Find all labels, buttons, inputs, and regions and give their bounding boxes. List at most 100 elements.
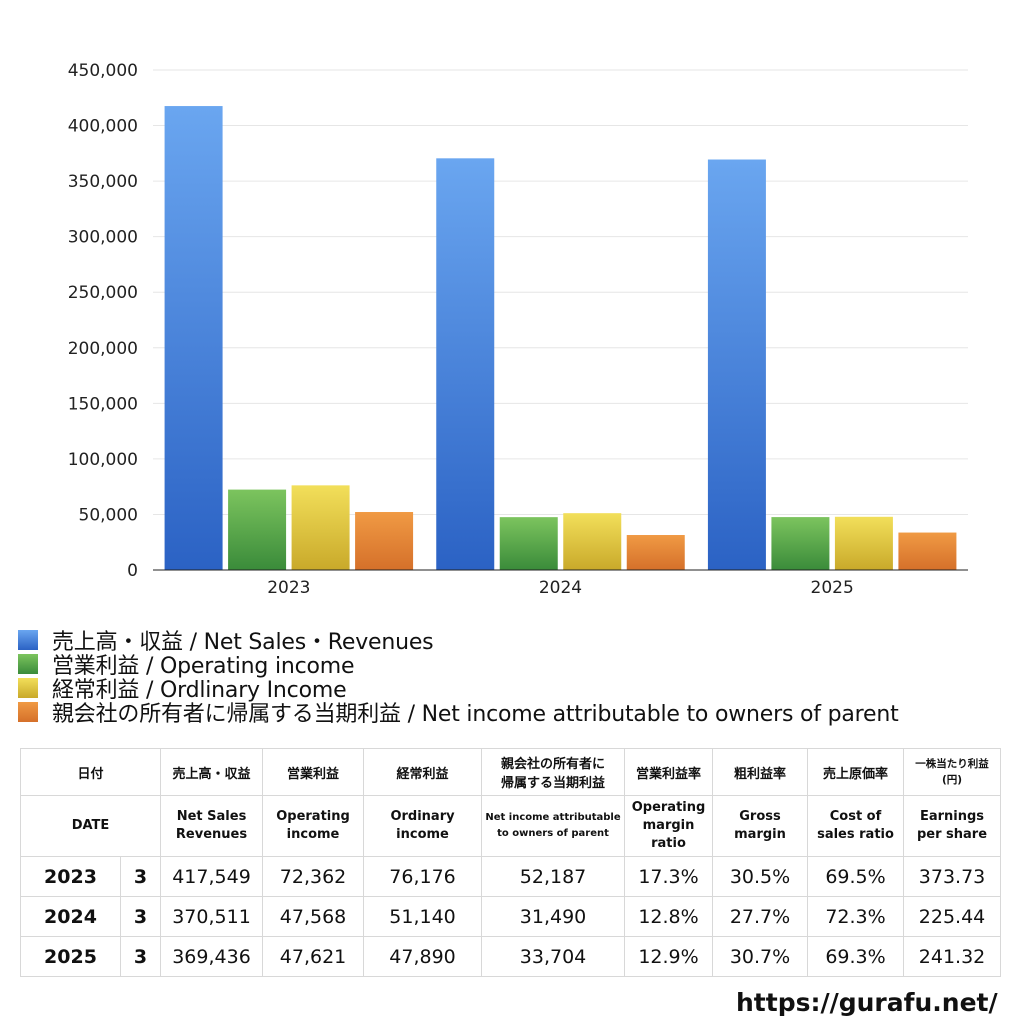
financial-data-table: 日付 売上高・収益 営業利益 経常利益 親会社の所有者に 帰属する当期利益 営業… bbox=[19, 748, 1002, 977]
header-eps-jp-line1: 一株当たり利益 bbox=[915, 758, 989, 770]
cell-cost: 69.5% bbox=[807, 856, 905, 897]
x-tick-label: 2023 bbox=[267, 578, 310, 598]
cell-op: 47,621 bbox=[262, 936, 365, 977]
header-gross-en-line1: Gross bbox=[739, 809, 781, 824]
header-sales-en-line1: Net Sales bbox=[176, 809, 247, 824]
y-tick-label: 200,000 bbox=[68, 339, 138, 359]
table-row: 2025 3 369,436 47,621 47,890 33,704 12.9… bbox=[20, 936, 1002, 977]
y-tick-label: 300,000 bbox=[68, 228, 138, 248]
header-net-en-line1: Net income attributable bbox=[485, 812, 621, 823]
header-ord-en-line2: income bbox=[396, 827, 449, 842]
legend-label: 売上高・収益 / Net Sales・Revenues bbox=[52, 630, 434, 655]
header-opmargin-en: Operating margin ratio bbox=[624, 795, 714, 857]
cell-sales: 369,436 bbox=[160, 936, 264, 977]
bar-2025-series-3 bbox=[834, 516, 893, 570]
header-op-en: Operating income bbox=[262, 795, 365, 857]
cell-ord: 51,140 bbox=[363, 896, 483, 937]
cell-eps: 225.44 bbox=[903, 896, 1002, 937]
bar-2023-series-2 bbox=[228, 489, 287, 570]
header-opmargin-en-line3: ratio bbox=[651, 836, 686, 851]
cell-op: 47,568 bbox=[262, 896, 365, 937]
cell-cost: 72.3% bbox=[807, 896, 905, 937]
header-op-en-line1: Operating bbox=[276, 809, 350, 824]
header-cost-en-line1: Cost of bbox=[829, 809, 882, 824]
header-eps-jp: 一株当たり利益 (円) bbox=[903, 748, 1002, 796]
header-sales-jp: 売上高・収益 bbox=[160, 748, 264, 796]
bar-2023-series-3 bbox=[291, 485, 350, 570]
header-net-jp-line1: 親会社の所有者に bbox=[501, 757, 606, 772]
table-row: 2023 3 417,549 72,362 76,176 52,187 17.3… bbox=[20, 856, 1002, 897]
cell-opmargin: 12.8% bbox=[624, 896, 714, 937]
cell-gross: 30.5% bbox=[712, 856, 809, 897]
cell-sales: 417,549 bbox=[160, 856, 264, 897]
cell-opmargin: 17.3% bbox=[624, 856, 714, 897]
header-ord-jp: 経常利益 bbox=[363, 748, 483, 796]
chart-bars bbox=[164, 106, 957, 570]
legend-swatch-net-income bbox=[18, 702, 38, 722]
cell-op: 72,362 bbox=[262, 856, 365, 897]
header-eps-jp-line2: (円) bbox=[941, 774, 963, 786]
legend-item-net-income: 親会社の所有者に帰属する当期利益 / Net income attributab… bbox=[18, 700, 899, 727]
cell-month: 3 bbox=[119, 856, 162, 897]
legend-item-ordinary-income: 経常利益 / Ordlinary Income bbox=[18, 676, 899, 703]
cell-year: 2024 bbox=[20, 896, 121, 937]
y-tick-label: 350,000 bbox=[68, 172, 138, 192]
legend-swatch-net-sales bbox=[18, 630, 38, 650]
header-gross-en: Gross margin bbox=[712, 795, 809, 857]
chart-gridlines bbox=[153, 69, 968, 515]
header-op-en-line2: income bbox=[286, 827, 340, 842]
legend-swatch-ordinary-income bbox=[18, 678, 38, 698]
header-eps-en-line1: Earnings bbox=[919, 809, 985, 824]
cell-month: 3 bbox=[119, 936, 162, 977]
header-cost-en-line2: sales ratio bbox=[817, 827, 894, 842]
header-op-jp: 営業利益 bbox=[262, 748, 365, 796]
x-tick-label: 2024 bbox=[539, 578, 582, 598]
cell-ord: 76,176 bbox=[363, 856, 483, 897]
legend-label: 親会社の所有者に帰属する当期利益 / Net income attributab… bbox=[52, 702, 899, 727]
cell-net: 31,490 bbox=[481, 896, 626, 937]
header-net-en-line2: to owners of parent bbox=[497, 828, 609, 839]
y-axis-tick-labels: 0 50,000 100,000 150,000 200,000 250,000 300,0… bbox=[68, 61, 138, 581]
bar-2024-series-1 bbox=[436, 158, 495, 570]
bar-chart: 0 50,000 100,000 150,000 200,000 250,000 300,0… bbox=[68, 61, 968, 598]
header-cost-jp: 売上原価率 bbox=[807, 748, 905, 796]
y-tick-label: 50,000 bbox=[79, 505, 138, 525]
cell-sales: 370,511 bbox=[160, 896, 264, 937]
chart-legend: 売上高・収益 / Net Sales・Revenues 営業利益 / Opera… bbox=[18, 628, 899, 727]
header-opmargin-en-line1: Operating bbox=[631, 800, 706, 815]
bar-2023-series-1 bbox=[164, 106, 223, 570]
table-header-en: DATE Net Sales Revenues Operating income… bbox=[19, 795, 1002, 857]
bar-2025-series-1 bbox=[707, 159, 766, 570]
legend-swatch-operating-income bbox=[18, 654, 38, 674]
header-net-en: Net income attributable to owners of par… bbox=[481, 795, 626, 857]
y-tick-label: 250,000 bbox=[68, 283, 138, 303]
header-cost-en: Cost of sales ratio bbox=[807, 795, 905, 857]
y-tick-label: 0 bbox=[127, 561, 138, 581]
cell-ord: 47,890 bbox=[363, 936, 483, 977]
cell-gross: 30.7% bbox=[712, 936, 809, 977]
header-eps-en-line2: per share bbox=[916, 827, 988, 842]
header-eps-en: Earnings per share bbox=[903, 795, 1002, 857]
x-tick-label: 2025 bbox=[811, 578, 854, 598]
legend-item-net-sales: 売上高・収益 / Net Sales・Revenues bbox=[18, 628, 899, 655]
bar-2025-series-4 bbox=[898, 532, 957, 570]
header-opmargin-en-line2: margin bbox=[642, 818, 695, 833]
y-tick-label: 450,000 bbox=[68, 61, 138, 81]
cell-eps: 241.32 bbox=[903, 936, 1002, 977]
header-opmargin-jp: 営業利益率 bbox=[624, 748, 714, 796]
header-ord-en-line1: Ordinary bbox=[390, 809, 455, 824]
table-header-jp: 日付 売上高・収益 営業利益 経常利益 親会社の所有者に 帰属する当期利益 営業… bbox=[19, 748, 1002, 796]
bar-2024-series-3 bbox=[563, 513, 622, 570]
header-sales-en-line2: Revenues bbox=[175, 827, 248, 842]
table-row: 2024 3 370,511 47,568 51,140 31,490 12.8… bbox=[20, 896, 1002, 937]
legend-label: 経常利益 / Ordlinary Income bbox=[52, 678, 347, 703]
bar-2024-series-2 bbox=[499, 517, 558, 570]
cell-cost: 69.3% bbox=[807, 936, 905, 977]
cell-year: 2023 bbox=[20, 856, 121, 897]
x-axis-tick-labels: 2023 2024 2025 bbox=[267, 578, 854, 598]
header-net-jp: 親会社の所有者に 帰属する当期利益 bbox=[481, 748, 626, 796]
header-gross-jp: 粗利益率 bbox=[712, 748, 809, 796]
cell-net: 33,704 bbox=[481, 936, 626, 977]
legend-item-operating-income: 営業利益 / Operating income bbox=[18, 652, 899, 679]
legend-label: 営業利益 / Operating income bbox=[52, 654, 355, 679]
